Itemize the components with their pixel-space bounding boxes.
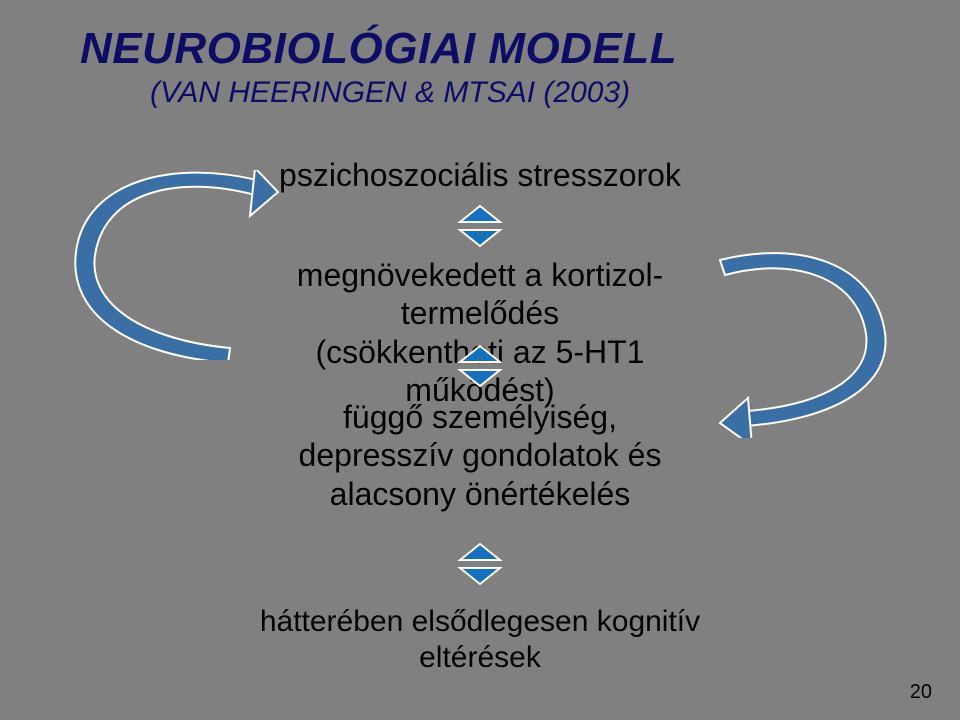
page-subtitle: (VAN HEERINGEN & MTSAI (2003) bbox=[150, 76, 630, 110]
curved-arrow-right-icon bbox=[690, 238, 920, 438]
page-title: NEUROBIOLÓGIAI MODELL bbox=[80, 24, 677, 74]
block-personality: függő személyiség, depresszív gondolatok… bbox=[299, 398, 662, 513]
page-number: 20 bbox=[910, 681, 932, 704]
double-arrow-icon bbox=[448, 542, 512, 586]
block-stressors: pszichoszociális stresszorok bbox=[279, 156, 681, 194]
double-arrow-icon bbox=[448, 204, 512, 248]
double-arrow-icon bbox=[448, 344, 512, 388]
curved-arrow-left-icon bbox=[60, 170, 280, 360]
block-cognitive: hátterében elsődlegesen kognitív eltérés… bbox=[240, 604, 720, 676]
